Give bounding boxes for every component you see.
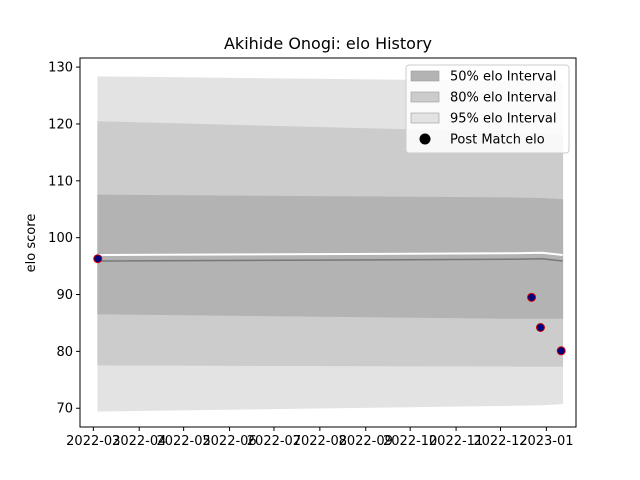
post-match-elo-point-4 xyxy=(556,346,566,356)
band-50-interval xyxy=(97,194,564,319)
legend-swatch xyxy=(410,91,440,103)
x-tick-label: 2022-05 xyxy=(156,434,210,449)
x-tick-label: 2022-10 xyxy=(383,434,437,449)
mean-line-layer xyxy=(97,251,563,262)
y-tick-label: 70 xyxy=(56,402,73,417)
y-tick-label: 90 xyxy=(56,288,73,303)
legend: 50% elo Interval 80% elo Interval 95% elo … xyxy=(405,64,570,154)
y-tick-label: 100 xyxy=(48,231,73,246)
legend-box xyxy=(405,64,570,154)
post-match-elo-point-3 xyxy=(535,323,545,333)
legend-swatch xyxy=(410,112,440,124)
mean-elo-line xyxy=(97,257,563,262)
bands-layer xyxy=(97,76,564,412)
plot-frame xyxy=(79,57,577,428)
mean-highlight-line xyxy=(97,251,563,256)
y-tick-label: 120 xyxy=(48,117,73,132)
y-tick-label: 110 xyxy=(48,174,73,189)
x-tick-label: 2022-09 xyxy=(339,434,393,449)
points-layer xyxy=(93,254,566,356)
x-tick-label: 2022-12 xyxy=(473,434,527,449)
x-tick-label: 2022-11 xyxy=(429,434,483,449)
post-match-elo-point-2 xyxy=(527,292,537,302)
legend-marker xyxy=(419,133,431,145)
x-tick-label: 2022-06 xyxy=(202,434,256,449)
x-tick-label: 2023-01 xyxy=(519,434,573,449)
y-tick-label: 80 xyxy=(56,345,73,360)
x-axis: 2022-032022-042022-052022-062022-072022-… xyxy=(66,427,574,449)
legend-swatch xyxy=(410,70,440,82)
x-tick-label: 2022-08 xyxy=(293,434,347,449)
chart-title: Akihide Onogi: elo History xyxy=(224,34,432,53)
y-axis: 70 80 90 100 110 120 130 xyxy=(48,61,80,417)
legend-label: Post Match elo xyxy=(450,133,545,148)
x-tick-label: 2022-07 xyxy=(247,434,301,449)
x-tick-label: 2022-03 xyxy=(66,434,120,449)
legend-label: 95% elo Interval xyxy=(450,112,557,127)
y-axis-label: elo score xyxy=(24,214,39,273)
legend-label: 80% elo Interval xyxy=(450,91,557,106)
post-match-elo-point-1 xyxy=(93,254,103,264)
y-tick-label: 130 xyxy=(48,61,73,76)
legend-label: 50% elo Interval xyxy=(450,70,557,85)
x-tick-label: 2022-04 xyxy=(112,434,166,449)
